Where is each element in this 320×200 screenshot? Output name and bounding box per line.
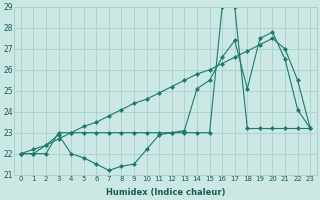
X-axis label: Humidex (Indice chaleur): Humidex (Indice chaleur) (106, 188, 225, 197)
